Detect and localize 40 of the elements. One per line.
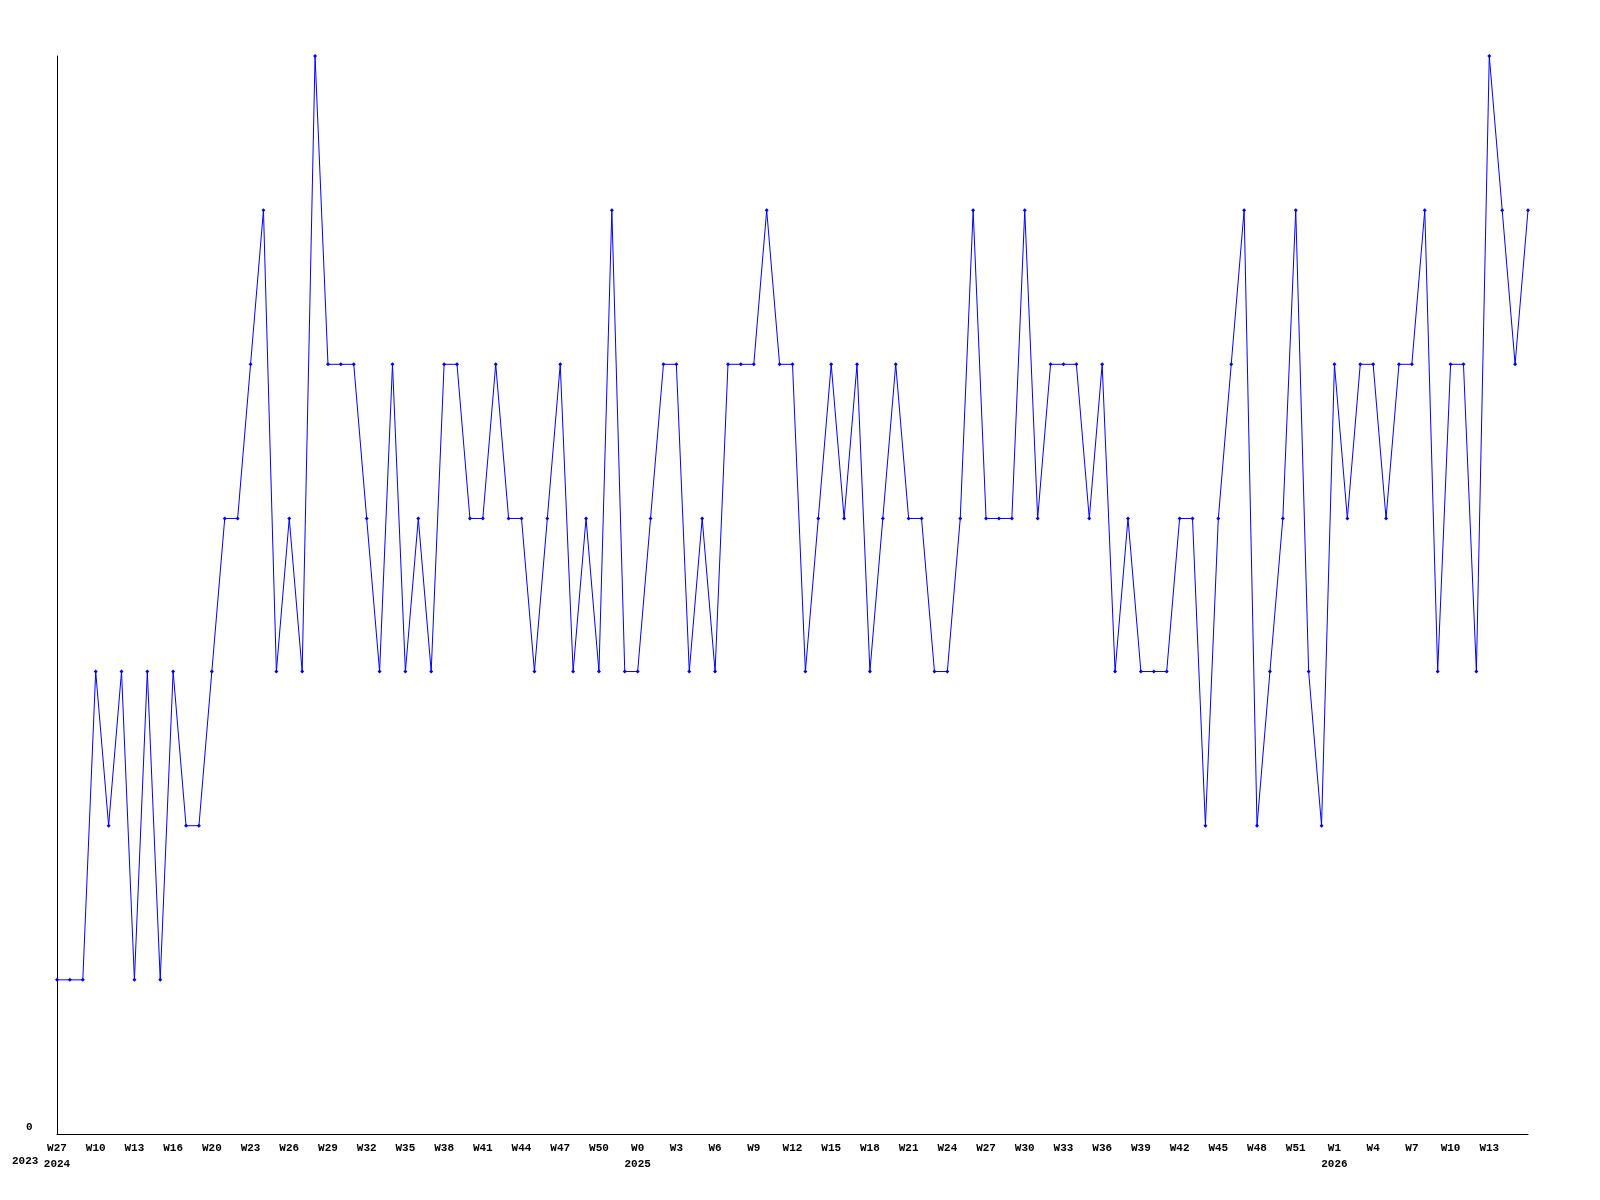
x-tick-label: W0 2025	[624, 1142, 652, 1170]
x-tick-label: W18	[860, 1142, 881, 1154]
x-tick-label: W13	[1479, 1142, 1500, 1154]
x-tick-label: W35	[395, 1142, 416, 1154]
x-tick-label: W24	[937, 1142, 958, 1154]
x-tick-label: W32	[356, 1142, 377, 1154]
x-tick-label: W21	[898, 1142, 919, 1154]
x-tick-label: W23	[240, 1142, 261, 1154]
x-tick-label: W38	[434, 1142, 455, 1154]
x-tick-label: W4	[1366, 1142, 1381, 1154]
x-tick-label: W27 2024	[43, 1142, 71, 1170]
x-tick-label: W1 2026	[1321, 1142, 1348, 1170]
x-tick-label: W12	[782, 1142, 803, 1154]
x-tick-label: W13	[124, 1142, 145, 1154]
x-tick-label: W41	[472, 1142, 494, 1154]
x-tick-label: W9	[747, 1142, 761, 1154]
text: 0	[26, 1120, 33, 1133]
x-tick-label: W44	[511, 1142, 532, 1154]
x-tick-label: W36	[1092, 1142, 1113, 1154]
text: 2023	[12, 1154, 39, 1167]
x-tick-label: W10	[85, 1142, 106, 1154]
x-tick-label: W33	[1053, 1142, 1074, 1154]
x-tick-label: W6	[708, 1142, 722, 1154]
x-tick-label: W27	[976, 1142, 996, 1154]
x-tick-label: W39	[1130, 1142, 1151, 1154]
x-tick-label: W45	[1208, 1142, 1229, 1154]
x-tick-label: W50	[589, 1142, 609, 1154]
x-tick-label: W42	[1169, 1142, 1190, 1154]
x-tick-label: W51	[1285, 1142, 1307, 1154]
x-tick-label: W15	[821, 1142, 842, 1154]
x-tick-label: W29	[318, 1142, 338, 1154]
x-tick-label: W20	[201, 1142, 222, 1154]
x-tick-label: W16	[163, 1142, 184, 1154]
x-tick-label: W47	[550, 1142, 571, 1154]
x-tick-label: W10	[1440, 1142, 1461, 1154]
x-tick-label: W3	[669, 1142, 684, 1154]
x-tick-label: W48	[1247, 1142, 1268, 1154]
x-tick-label: W26	[279, 1142, 300, 1154]
x-tick-label: W7	[1405, 1142, 1419, 1154]
x-tick-label: W30	[1014, 1142, 1035, 1154]
